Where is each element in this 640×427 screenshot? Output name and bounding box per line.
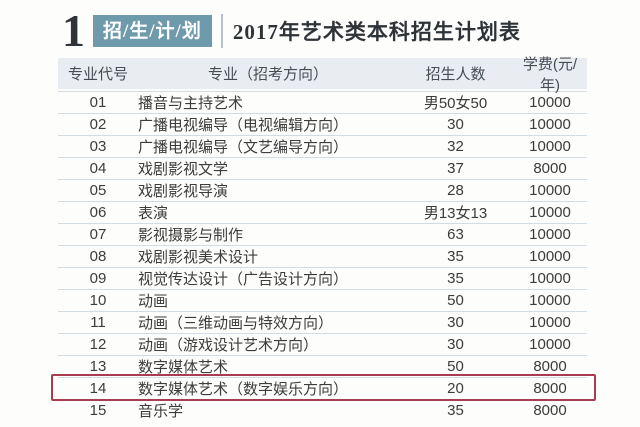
table-row: 14 数字媒体艺术（数字娱乐方向） 20 8000 bbox=[58, 377, 587, 399]
cell-major: 戏剧影视文学 bbox=[138, 161, 229, 178]
cell-enrollment: 32 bbox=[447, 138, 464, 155]
cell-major: 音乐学 bbox=[138, 403, 184, 420]
cell-major: 动画（三维动画与特效方向） bbox=[138, 315, 334, 332]
table-row: 10 动画 50 10000 bbox=[58, 289, 587, 311]
cell-enrollment: 30 bbox=[447, 314, 464, 331]
cell-tuition: 10000 bbox=[529, 226, 571, 243]
table-row: 06 表演 男13女13 10000 bbox=[58, 201, 587, 223]
section-badge: 招/生/计/划 bbox=[93, 15, 212, 47]
cell-code: 02 bbox=[89, 116, 107, 133]
cell-tuition: 10000 bbox=[529, 270, 571, 287]
cell-tuition: 10000 bbox=[529, 248, 571, 265]
cell-tuition: 8000 bbox=[533, 402, 567, 419]
table-row: 09 视觉传达设计（广告设计方向） 35 10000 bbox=[58, 267, 587, 289]
cell-major: 广播电视编导（电视编辑方向） bbox=[138, 117, 349, 134]
table-row: 07 影视摄影与制作 63 10000 bbox=[58, 223, 587, 245]
cell-code: 04 bbox=[89, 160, 107, 177]
enrollment-table: 专业代号 专业（招考方向） 招生人数 学费(元/年) 01 播音与主持艺术 男50女… bbox=[51, 56, 596, 421]
cell-tuition: 8000 bbox=[533, 380, 567, 397]
cell-enrollment: 男13女13 bbox=[423, 205, 488, 222]
cell-code: 05 bbox=[89, 182, 107, 199]
cell-code: 10 bbox=[89, 292, 107, 309]
table-row: 04 戏剧影视文学 37 8000 bbox=[58, 157, 587, 179]
cell-tuition: 8000 bbox=[533, 358, 567, 375]
section-number: 1 bbox=[62, 5, 85, 56]
cell-tuition: 10000 bbox=[529, 182, 571, 199]
column-header-major: 专业（招考方向） bbox=[207, 66, 328, 83]
cell-tuition: 10000 bbox=[529, 94, 571, 111]
cell-major: 表演 bbox=[138, 205, 169, 222]
cell-enrollment: 50 bbox=[447, 292, 464, 309]
table-row: 11 动画（三维动画与特效方向） 30 10000 bbox=[58, 311, 587, 333]
cell-code: 09 bbox=[89, 270, 107, 287]
column-header-code: 专业代号 bbox=[67, 66, 128, 83]
cell-code: 12 bbox=[89, 336, 107, 353]
cell-enrollment: 50 bbox=[447, 358, 464, 375]
cell-enrollment: 35 bbox=[447, 270, 464, 287]
cell-tuition: 10000 bbox=[529, 116, 571, 133]
cell-enrollment: 63 bbox=[447, 226, 464, 243]
cell-code: 01 bbox=[89, 94, 107, 111]
cell-major: 广播电视编导（文艺编导方向） bbox=[138, 139, 349, 156]
cell-enrollment: 30 bbox=[447, 336, 464, 353]
header-divider bbox=[220, 14, 223, 48]
cell-code: 07 bbox=[89, 226, 107, 243]
cell-major: 视觉传达设计（广告设计方向） bbox=[138, 271, 349, 288]
cell-code: 08 bbox=[89, 248, 107, 265]
table-row: 13 数字媒体艺术 50 8000 bbox=[58, 355, 587, 377]
cell-enrollment: 28 bbox=[447, 182, 464, 199]
cell-code: 14 bbox=[89, 380, 107, 397]
cell-enrollment: 男50女50 bbox=[423, 95, 488, 112]
table-row: 05 戏剧影视导演 28 10000 bbox=[58, 179, 587, 201]
table-row: 12 动画（游戏设计艺术方向） 30 10000 bbox=[58, 333, 587, 355]
cell-tuition: 10000 bbox=[529, 292, 571, 309]
cell-major: 数字媒体艺术（数字娱乐方向） bbox=[138, 381, 349, 398]
cell-major: 影视摄影与制作 bbox=[138, 227, 244, 244]
cell-major: 戏剧影视导演 bbox=[138, 183, 229, 200]
cell-code: 06 bbox=[89, 204, 107, 221]
cell-code: 13 bbox=[89, 358, 107, 375]
table-row: 01 播音与主持艺术 男50女50 10000 bbox=[58, 91, 587, 113]
cell-code: 11 bbox=[90, 314, 106, 331]
column-header-enrollment: 招生人数 bbox=[425, 66, 486, 83]
cell-tuition: 10000 bbox=[529, 314, 571, 331]
cell-major: 戏剧影视美术设计 bbox=[138, 249, 259, 266]
table-body: 01 播音与主持艺术 男50女50 10000 02 广播电视编导（电视编辑方向） 30 10… bbox=[58, 91, 587, 421]
cell-major: 动画（游戏设计艺术方向） bbox=[138, 337, 319, 354]
cell-major: 数字媒体艺术 bbox=[138, 359, 229, 376]
cell-tuition: 10000 bbox=[529, 138, 571, 155]
cell-enrollment: 37 bbox=[447, 160, 464, 177]
cell-enrollment: 35 bbox=[447, 402, 464, 419]
cell-tuition: 10000 bbox=[529, 336, 571, 353]
table-row: 08 戏剧影视美术设计 35 10000 bbox=[58, 245, 587, 267]
cell-enrollment: 20 bbox=[447, 380, 464, 397]
section-header: 1 招/生/计/划 2017年艺术类本科招生计划表 bbox=[62, 8, 521, 54]
column-header-tuition: 学费(元/年) bbox=[522, 55, 578, 94]
page-title: 2017年艺术类本科招生计划表 bbox=[232, 20, 521, 44]
cell-major: 播音与主持艺术 bbox=[138, 95, 244, 112]
table-header-row: 专业代号 专业（招考方向） 招生人数 学费(元/年) bbox=[58, 56, 587, 94]
cell-major: 动画 bbox=[138, 293, 169, 310]
cell-tuition: 8000 bbox=[533, 160, 567, 177]
cell-enrollment: 30 bbox=[447, 116, 464, 133]
cell-code: 15 bbox=[89, 402, 107, 419]
table-row: 03 广播电视编导（文艺编导方向） 32 10000 bbox=[58, 135, 587, 157]
table-row: 15 音乐学 35 8000 bbox=[58, 399, 587, 421]
cell-tuition: 10000 bbox=[529, 204, 571, 221]
cell-code: 03 bbox=[89, 138, 107, 155]
cell-enrollment: 35 bbox=[447, 248, 464, 265]
table-row: 02 广播电视编导（电视编辑方向） 30 10000 bbox=[58, 113, 587, 135]
